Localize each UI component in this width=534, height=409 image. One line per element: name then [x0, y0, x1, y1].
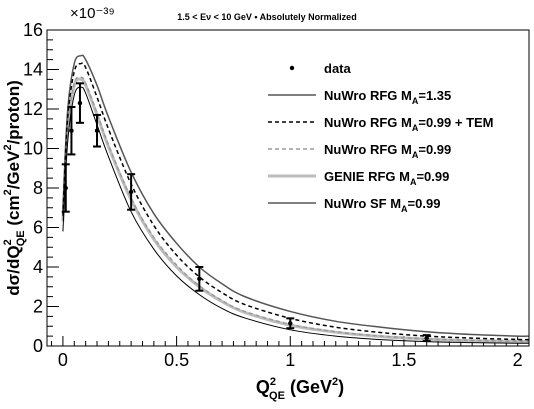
legend-label-rest: =1.35: [418, 88, 451, 103]
chart-title: 1.5 < Eν < 10 GeV • Absolutely Normalize…: [177, 12, 356, 22]
legend-label-sub: A: [412, 96, 419, 106]
series-line-3: [61, 77, 529, 344]
legend-label-0: NuWro RFG MA=1.35: [324, 88, 451, 106]
legend-label-rest: =0.99 + TEM: [418, 115, 493, 130]
x-tick-label: 2: [513, 350, 523, 370]
legend-label-4: NuWro SF MA=0.99: [324, 196, 440, 214]
legend-label-rest: =0.99: [408, 196, 441, 211]
y-title-s1: 2: [2, 239, 14, 245]
y-title-s2: 2: [2, 189, 14, 195]
curves: [61, 54, 529, 344]
legend-label-2: NuWro RFG MA=0.99: [324, 142, 451, 160]
x-tick-label: 1.5: [391, 350, 416, 370]
data-point: [288, 321, 293, 326]
legend-label-sub: A: [401, 204, 408, 214]
legend-label-main: NuWro RFG M: [324, 115, 412, 130]
legend-label-sub: A: [412, 150, 419, 160]
data-point: [94, 128, 100, 133]
legend-label-main: GENIE RFG M: [324, 169, 410, 184]
legend-marker-data: [289, 65, 295, 71]
data-point: [424, 335, 429, 341]
legend-label-main: NuWro RFG M: [324, 142, 412, 157]
legend-label-sub: A: [412, 123, 419, 133]
y-tick-label: 10: [23, 139, 43, 159]
series-line-4: [62, 86, 529, 344]
y-tick-label: 14: [23, 60, 43, 80]
x-tick-label: 0.5: [164, 350, 189, 370]
legend-label-rest: =0.99: [418, 142, 451, 157]
y-tick-label: 6: [33, 218, 43, 238]
data-point: [77, 100, 83, 106]
x-title-unit-pre: (GeV: [285, 377, 332, 397]
x-tick-label: 1: [285, 350, 295, 370]
x-title-unit-post: ): [338, 377, 344, 397]
y-title-s3: 2: [2, 144, 14, 150]
data-point: [63, 185, 68, 191]
legend-label-1: NuWro RFG MA=0.99 + TEM: [324, 115, 494, 133]
data-point: [128, 189, 134, 195]
plot-frame: [46, 29, 530, 347]
legend-label-sub: A: [410, 177, 417, 187]
x-title-unit-sup: 2: [332, 376, 338, 388]
y-tick-label: 4: [33, 257, 43, 277]
series-line-1: [62, 62, 529, 341]
y-axis-title: dσ/dQ2QE (cm2/GeV2/proton): [2, 80, 27, 296]
y-tick-label: 16: [23, 20, 43, 40]
y-tick-label: 8: [33, 178, 43, 198]
x-title-sub: QE: [269, 390, 285, 402]
legend-label-main: NuWro RFG M: [324, 88, 412, 103]
legend-label-data: data: [324, 61, 352, 76]
y-exponent-label: ×10⁻³⁹: [70, 5, 115, 22]
x-tick-label: 0: [58, 350, 68, 370]
plot-area: 0 0.5 1 1.5 2 0 2 4 6 8 10 12 14 16: [23, 20, 530, 370]
y-title-p2: (cm: [4, 195, 23, 230]
legend-label-rest: =0.99: [416, 169, 449, 184]
y-tick-label: 2: [33, 297, 43, 317]
y-title-b1: QE: [15, 230, 27, 246]
y-title-p3: /GeV: [4, 150, 23, 189]
x-axis-title: Q2 QE (GeV2): [256, 376, 344, 402]
series-line-2: [62, 76, 529, 343]
x-title-sup: 2: [270, 376, 276, 388]
y-tick-label: 0: [33, 336, 43, 356]
legend-label-main: NuWro SF M: [324, 196, 401, 211]
y-tick-label: 12: [23, 99, 43, 119]
data-point: [69, 128, 74, 133]
y-title-p4: /proton): [4, 80, 23, 144]
data-point: [197, 276, 202, 282]
y-title-p1: dσ/dQ: [4, 245, 23, 295]
legend-label-3: GENIE RFG MA=0.99: [324, 169, 449, 187]
x-title-main: Q: [256, 377, 270, 397]
series-line-0: [62, 54, 529, 337]
